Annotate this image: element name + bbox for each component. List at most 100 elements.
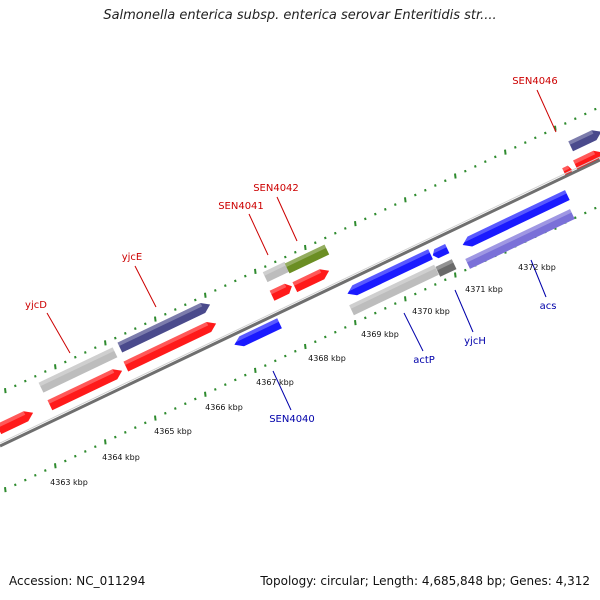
upper-tick [534,136,537,140]
upper-tick [184,303,187,307]
gene-feature[interactable] [573,150,600,171]
lower-tick [224,383,227,387]
scale-tick-label: 4370 kbp [412,307,450,316]
gene-feature[interactable] [38,347,118,393]
gene-label: SEN4040 [269,414,315,425]
gene-feature[interactable] [47,369,123,411]
gene-feature[interactable] [262,261,290,283]
upper-tick [154,316,157,322]
gene-label: SEN4046 [512,76,558,87]
gene-callout-sen4046[interactable]: SEN4046 [512,76,558,133]
lower-tick [84,450,87,453]
gene-feature[interactable] [568,130,600,152]
upper-tick [314,241,317,245]
lower-tick [594,206,597,210]
upper-tick [404,197,407,203]
upper-tick [34,374,37,378]
gene-callout-yjcd[interactable]: yjcD [25,300,71,354]
lower-tick [584,211,587,215]
upper-tick [544,131,547,135]
gene-callout-actp[interactable]: actP [403,312,435,366]
upper-tick [204,292,207,298]
upper-tick [254,268,257,274]
upper-tick [304,244,307,251]
upper-tick [224,284,227,288]
lower-tick [444,278,447,282]
upper-tick [454,173,457,179]
gene-callout-sen4041[interactable]: SEN4041 [218,201,269,256]
gene-feature[interactable] [269,283,292,301]
scale-tick-label: 4372 kbp [518,263,556,272]
upper-tick [264,265,267,268]
lower-tick [274,359,277,363]
gene-feature[interactable] [349,264,439,316]
gene-feature[interactable] [117,303,211,353]
upper-tick [524,141,527,144]
gene-feature[interactable] [345,249,433,296]
lower-tick [94,445,97,449]
lower-tick [194,397,197,401]
lower-tick [154,415,157,421]
upper-tick [24,379,27,383]
lower-tick [214,388,217,391]
gene-label: yjcH [464,336,486,347]
lower-tick [354,320,357,326]
genome-summary: Topology: circular; Length: 4,685,848 bp… [260,574,590,588]
lower-tick [144,421,147,425]
lower-tick [414,292,417,296]
gene-callout-acs[interactable]: acs [530,259,556,312]
lower-tick [334,330,337,334]
upper-tick [574,117,577,121]
gene-feature[interactable] [435,259,457,277]
gene-feature[interactable] [284,244,330,274]
lower-tick [314,340,317,344]
scale-tick-label: 4367 kbp [256,378,294,387]
lower-tick [244,373,247,377]
lower-tick [164,411,167,415]
gene-callout-yjch[interactable]: yjcH [454,289,486,347]
upper-tick [214,289,217,292]
upper-tick [124,332,127,335]
gene-label: actP [413,355,435,366]
lower-tick [64,459,67,463]
gene-callout-sen4042[interactable]: SEN4042 [253,183,299,242]
lower-tick [204,391,207,397]
upper-tick [384,207,387,211]
upper-tick [84,351,87,354]
lower-tick [374,311,377,315]
lower-tick [434,283,437,286]
upper-tick [594,107,597,111]
upper-tick [324,236,327,240]
gene-feature[interactable] [430,244,450,259]
upper-tick [44,370,47,373]
upper-tick [434,184,437,187]
gene-feature[interactable] [460,190,570,247]
upper-tick [394,203,397,206]
map-title: Salmonella enterica subsp. enterica sero… [103,8,497,23]
gene-callout-yjce[interactable]: yjcE [122,252,157,308]
lower-tick [394,302,397,305]
gene-feature[interactable] [0,411,34,435]
gene-feature[interactable] [232,318,282,347]
gene-feature[interactable] [123,322,217,372]
upper-tick [374,212,377,216]
gene-label: yjcD [25,300,47,311]
lower-tick [14,483,17,487]
upper-tick [494,155,497,159]
lower-tick [344,326,347,329]
gene-feature[interactable] [292,269,330,293]
scale-tick-label: 4364 kbp [102,453,140,462]
scale-labels: 4363 kbp 4364 kbp 4365 kbp 4366 kbp 4367 kbp… [50,263,556,487]
lower-tick-track [4,206,597,493]
upper-tick [334,231,337,235]
lower-tick [404,296,407,302]
scale-tick-label: 4371 kbp [465,285,503,294]
gene-callout-sen4040[interactable]: SEN4040 [269,370,315,425]
lower-tick [574,216,577,220]
gene-feature[interactable] [465,209,575,269]
gene-label: yjcE [122,252,143,263]
upper-tick [4,387,7,394]
upper-tick [114,336,117,340]
scale-tick-label: 4365 kbp [154,427,192,436]
